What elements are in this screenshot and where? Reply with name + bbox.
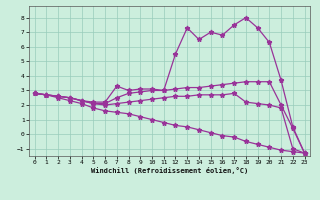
X-axis label: Windchill (Refroidissement éolien,°C): Windchill (Refroidissement éolien,°C): [91, 167, 248, 174]
